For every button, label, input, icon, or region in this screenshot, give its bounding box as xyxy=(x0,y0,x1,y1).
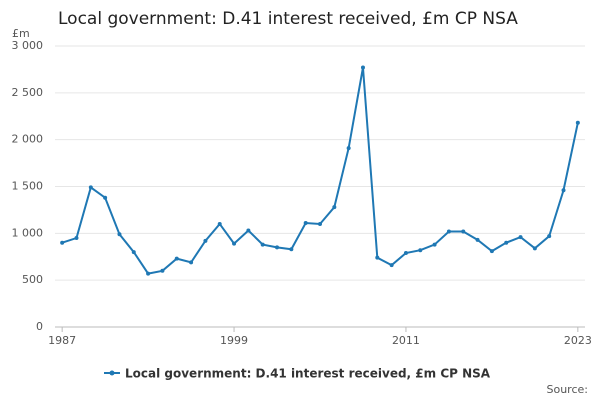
y-tick-label: 500 xyxy=(22,273,43,286)
y-tick-label: 3 000 xyxy=(12,39,44,52)
point xyxy=(475,237,480,242)
line xyxy=(61,67,579,275)
point xyxy=(518,235,523,240)
point xyxy=(418,248,423,253)
point xyxy=(489,249,494,254)
point xyxy=(103,195,108,200)
point xyxy=(504,240,509,245)
point xyxy=(303,221,308,226)
point xyxy=(203,238,208,243)
legend-marker xyxy=(109,370,115,376)
point xyxy=(575,120,580,125)
point xyxy=(375,255,380,260)
point xyxy=(117,232,122,237)
point xyxy=(432,242,437,247)
point xyxy=(318,221,322,226)
y-tick-label: 2 000 xyxy=(12,133,44,146)
point xyxy=(275,245,280,250)
point xyxy=(403,251,408,256)
point xyxy=(461,229,466,234)
point xyxy=(217,221,222,226)
x-tick-label: 2011 xyxy=(392,334,420,347)
point xyxy=(146,271,151,276)
point xyxy=(547,234,552,239)
point xyxy=(561,188,566,193)
x-tick-label: 1999 xyxy=(220,334,248,347)
point xyxy=(160,268,165,273)
y-tick-label: 1 500 xyxy=(12,180,44,193)
y-tick-label: 0 xyxy=(36,320,43,333)
x-tick-label: 1987 xyxy=(48,334,76,347)
legend-label: Local government: D.41 interest received… xyxy=(125,367,491,381)
point xyxy=(260,242,265,247)
x-tick-label: 2023 xyxy=(564,334,592,347)
point xyxy=(289,247,294,252)
y-tick-label: 2 500 xyxy=(12,86,44,99)
point xyxy=(360,65,365,70)
point xyxy=(88,185,93,190)
point xyxy=(532,246,537,251)
source: Source: xyxy=(547,383,589,396)
y-axis-label: £m xyxy=(12,27,30,40)
chart-title: Local government: D.41 interest received… xyxy=(58,9,518,29)
point xyxy=(60,240,65,245)
point xyxy=(389,263,394,268)
point xyxy=(189,260,194,265)
point xyxy=(174,256,179,261)
point xyxy=(446,229,451,234)
point xyxy=(131,250,136,255)
point xyxy=(332,205,337,210)
y-tick-label: 1 000 xyxy=(12,226,44,239)
point xyxy=(74,236,79,241)
point xyxy=(232,241,237,246)
point xyxy=(246,228,251,233)
point xyxy=(346,146,351,151)
